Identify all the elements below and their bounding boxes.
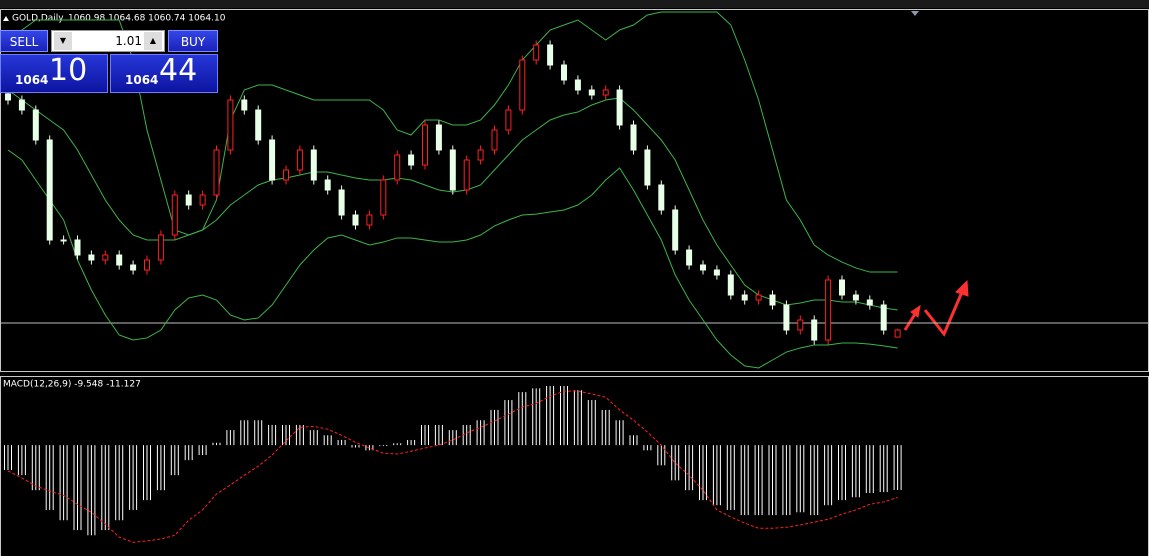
candle-body [408,154,415,166]
candle-body [88,254,95,261]
candle-body [644,149,651,186]
candle-body [185,194,192,206]
sell-button[interactable]: SELL [0,30,48,52]
candle-body [296,149,303,171]
candle-body [144,259,150,271]
trade-panel: SELL ▼ 1.01 ▲ BUY 1064 10 1064 44 [0,30,218,93]
candle-body [102,254,109,261]
candle-body [74,239,81,256]
candle-body [269,139,276,181]
candle-body [505,109,512,131]
candle-body [713,269,720,276]
symbol: GOLD,Daily [12,14,64,24]
candle-body [561,64,567,81]
candle-body [533,44,540,61]
candle-body [797,319,804,331]
toolbar-strip [0,0,1149,8]
candle-body [46,139,53,241]
arrow-head [955,279,969,297]
candle-body [366,214,373,226]
candle-body [241,99,248,111]
candle-body [199,194,206,206]
candle-body [839,279,845,296]
annotation-arrows [903,279,969,337]
candle-body [658,184,665,211]
candle-body [574,79,581,91]
candle-body [880,304,887,331]
sell-price[interactable]: 1064 10 [0,53,108,93]
candle-body [894,329,901,338]
sell-price-pips: 10 [49,53,88,88]
candle-body [866,299,873,306]
candle-body [630,124,637,151]
candle-body [825,279,832,341]
candle-body [338,189,345,216]
candle-body [741,294,748,301]
candle-body [463,159,470,191]
sell-price-big: 1064 [15,73,49,87]
buy-price-big: 1064 [125,73,159,87]
candle-body [727,274,734,296]
candle-body [477,149,484,161]
lot-input[interactable]: ▼ 1.01 ▲ [51,30,165,52]
shift-marker [911,11,919,16]
arrow [903,313,917,331]
candle-body [422,124,428,166]
candle-body [283,169,289,181]
candle-body [672,209,679,251]
macd-label: MACD(12,26,9) -9.548 -11.127 [3,380,141,390]
ohlc: 1060.98 1064.68 1060.74 1064.10 [68,14,226,24]
candle-body [171,194,178,236]
candle-body [116,254,123,266]
candle-body [32,109,39,141]
candle-body [60,239,67,242]
candle-body [852,294,859,301]
candle-body [755,294,762,301]
candle-body [255,109,262,141]
candle-body [547,44,554,66]
candle-body [5,93,11,101]
arrow [923,291,964,337]
candle-body [449,149,456,191]
candle-body [352,214,359,226]
candle-body [491,129,498,151]
lot-value: 1.01 [115,34,142,48]
candle-body [783,304,790,331]
band-lower [7,149,898,369]
candle-body [310,149,317,181]
lot-down[interactable]: ▼ [54,32,72,50]
collapse-icon [3,16,9,21]
candle-body [588,89,595,96]
candle-body [227,99,234,151]
candle-body [616,89,623,126]
candle-body [700,264,706,271]
buy-price[interactable]: 1064 44 [110,53,218,93]
candle-body [686,249,693,266]
buy-price-pips: 44 [159,53,198,88]
candle-body [130,264,137,271]
candle-body [18,99,25,111]
candle-body [519,59,526,111]
band-upper [7,11,898,273]
buy-button[interactable]: BUY [168,30,218,52]
candle-body [324,179,331,191]
lot-up[interactable]: ▲ [144,32,162,50]
candle-body [769,294,776,306]
band-middle [7,89,898,311]
macd-signal [7,390,898,543]
candle-body [213,149,220,196]
candle-body [380,179,387,216]
candle-body [394,154,401,181]
candle-body [157,234,164,261]
candle-body [811,319,818,341]
arrow-head [910,304,921,318]
candle-body [602,89,609,96]
candle-body [435,124,442,151]
